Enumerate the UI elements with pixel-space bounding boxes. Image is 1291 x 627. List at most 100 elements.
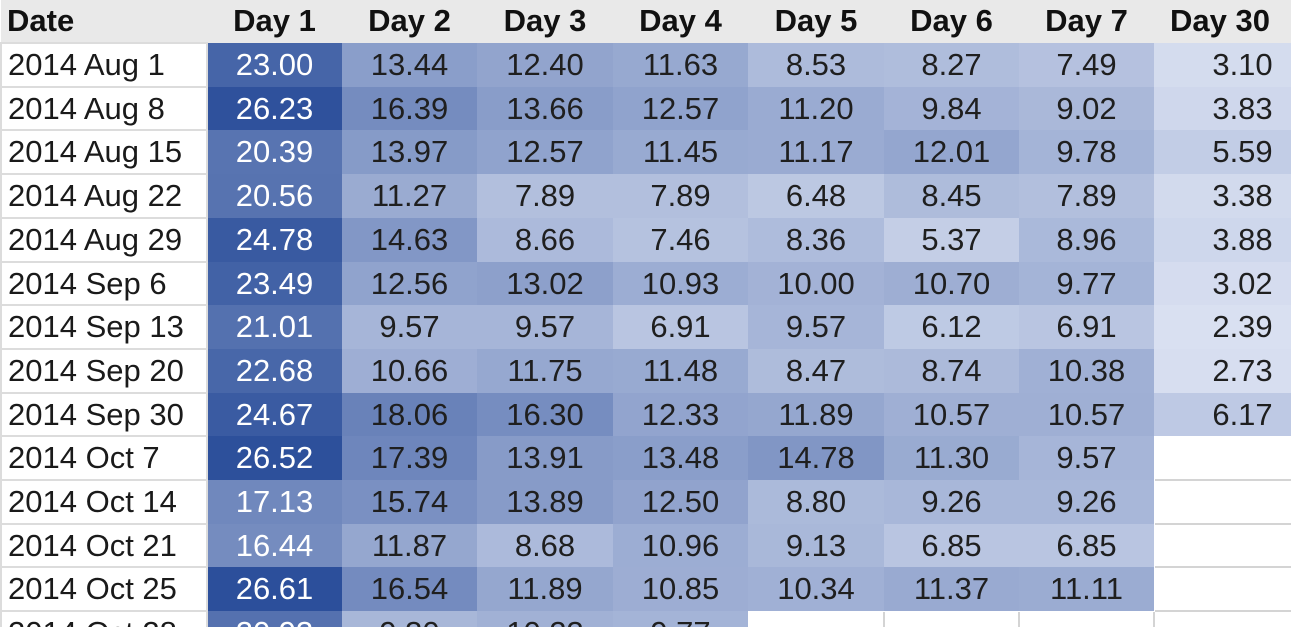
heatmap-empty-cell <box>1153 435 1291 482</box>
heatmap-cell: 8.36 <box>748 217 884 262</box>
table-row: 2014 Aug 8 26.23 16.39 13.66 12.57 11.20 9.84 9… <box>0 85 1291 132</box>
heatmap-cell: 11.48 <box>613 348 748 393</box>
table-row: 2014 Aug 1 23.00 13.44 12.40 11.63 8.53 8.27 7.… <box>0 42 1291 88</box>
heatmap-cell: 6.12 <box>884 305 1019 349</box>
column-header-day-2: Day 2 <box>342 0 477 43</box>
heatmap-cell: 7.89 <box>613 174 748 218</box>
table-row: 2014 Aug 15 20.39 13.97 12.57 11.45 11.17 12.0… <box>0 129 1291 176</box>
heatmap-empty-cell <box>1153 479 1291 525</box>
heatmap-cell: 11.45 <box>613 130 748 175</box>
heatmap-cell: 11.63 <box>613 43 748 87</box>
row-date-label: 2014 Oct 21 <box>0 522 208 569</box>
column-header-day-30: Day 30 <box>1154 0 1291 43</box>
heatmap-cell: 26.23 <box>207 86 342 131</box>
heatmap-cell: 11.17 <box>748 130 884 175</box>
heatmap-cell: 3.88 <box>1154 217 1291 262</box>
heatmap-cell: 8.80 <box>748 480 884 524</box>
heatmap-cell: 10.93 <box>613 261 748 306</box>
heatmap-cell: 12.50 <box>613 480 748 524</box>
heatmap-empty-cell <box>1153 610 1291 627</box>
heatmap-cell: 6.85 <box>1019 523 1154 568</box>
heatmap-cell: 7.46 <box>613 217 748 262</box>
heatmap-cell: 6.91 <box>1019 305 1154 349</box>
heatmap-cell: 16.30 <box>477 392 613 437</box>
heatmap-cell: 10.00 <box>748 261 884 306</box>
heatmap-cell: 13.48 <box>613 436 748 481</box>
table-row: 2014 Oct 14 17.13 15.74 13.89 12.50 8.80 9.26 9… <box>0 479 1291 525</box>
row-date-label: 2014 Sep 20 <box>0 347 208 394</box>
column-header-day-6: Day 6 <box>884 0 1019 43</box>
heatmap-cell: 12.40 <box>477 43 613 87</box>
heatmap-cell: 10.38 <box>1019 348 1154 393</box>
heatmap-cell: 8.66 <box>477 217 613 262</box>
row-date-label: 2014 Aug 22 <box>0 173 208 219</box>
heatmap-cell: 16.39 <box>342 86 477 131</box>
heatmap-cell: 10.96 <box>613 523 748 568</box>
heatmap-cell: 8.96 <box>1019 217 1154 262</box>
heatmap-cell: 13.89 <box>477 480 613 524</box>
row-date-label: 2014 Oct 28 <box>0 610 208 627</box>
column-header-day-4: Day 4 <box>613 0 748 43</box>
heatmap-cell: 20.56 <box>207 174 342 218</box>
heatmap-cell: 9.78 <box>1019 130 1154 175</box>
heatmap-cell: 12.57 <box>613 86 748 131</box>
heatmap-empty-cell <box>1018 610 1155 627</box>
heatmap-cell: 13.02 <box>477 261 613 306</box>
heatmap-cell: 12.33 <box>613 392 748 437</box>
heatmap-cell: 3.38 <box>1154 174 1291 218</box>
heatmap-cell: 20.93 <box>207 611 342 627</box>
heatmap-cell: 9.57 <box>748 305 884 349</box>
heatmap-cell: 20.39 <box>207 130 342 175</box>
heatmap-cell: 22.68 <box>207 348 342 393</box>
heatmap-cell: 10.23 <box>477 611 613 627</box>
heatmap-cell: 13.44 <box>342 43 477 87</box>
heatmap-cell: 6.17 <box>1154 392 1291 437</box>
column-header-day-7: Day 7 <box>1019 0 1154 43</box>
heatmap-cell: 16.54 <box>342 567 477 612</box>
heatmap-cell: 3.02 <box>1154 261 1291 306</box>
heatmap-body: 2014 Aug 1 23.00 13.44 12.40 11.63 8.53 8.27 7.… <box>0 42 1291 627</box>
heatmap-cell: 5.37 <box>884 217 1019 262</box>
heatmap-cell: 11.75 <box>477 348 613 393</box>
table-row: 2014 Sep 30 24.67 18.06 16.30 12.33 11.89 10.5… <box>0 391 1291 438</box>
heatmap-cell: 15.74 <box>342 480 477 524</box>
row-date-label: 2014 Aug 8 <box>0 85 208 132</box>
heatmap-empty-cell <box>883 610 1020 627</box>
heatmap-cell: 11.89 <box>477 567 613 612</box>
heatmap-cell: 3.83 <box>1154 86 1291 131</box>
heatmap-cell: 10.57 <box>884 392 1019 437</box>
heatmap-cell: 10.66 <box>342 348 477 393</box>
heatmap-cell: 24.78 <box>207 217 342 262</box>
heatmap-cell: 8.45 <box>884 174 1019 218</box>
table-row: 2014 Aug 29 24.78 14.63 8.66 7.46 8.36 5.37 8.9… <box>0 216 1291 263</box>
heatmap-cell: 23.00 <box>207 43 342 87</box>
heatmap-cell: 17.13 <box>207 480 342 524</box>
heatmap-cell: 11.20 <box>748 86 884 131</box>
heatmap-cell: 11.27 <box>342 174 477 218</box>
heatmap-cell: 8.68 <box>477 523 613 568</box>
heatmap-cell: 9.26 <box>1019 480 1154 524</box>
heatmap-cell: 9.30 <box>342 611 477 627</box>
heatmap-cell: 26.61 <box>207 567 342 612</box>
column-header-day-3: Day 3 <box>477 0 613 43</box>
heatmap-empty-cell <box>1153 522 1291 569</box>
heatmap-cell: 11.37 <box>884 567 1019 612</box>
heatmap-cell: 13.91 <box>477 436 613 481</box>
heatmap-cell: 14.63 <box>342 217 477 262</box>
heatmap-cell: 9.84 <box>884 86 1019 131</box>
heatmap-cell: 9.26 <box>884 480 1019 524</box>
table-row: 2014 Sep 20 22.68 10.66 11.75 11.48 8.47 8.74 1… <box>0 347 1291 394</box>
heatmap-cell: 23.49 <box>207 261 342 306</box>
heatmap-cell: 8.74 <box>884 348 1019 393</box>
heatmap-cell: 2.73 <box>1154 348 1291 393</box>
heatmap-cell: 12.01 <box>884 130 1019 175</box>
heatmap-cell: 9.13 <box>748 523 884 568</box>
heatmap-cell: 11.87 <box>342 523 477 568</box>
heatmap-empty-cell <box>1153 566 1291 613</box>
row-date-label: 2014 Sep 13 <box>0 304 208 350</box>
row-date-label: 2014 Oct 14 <box>0 479 208 525</box>
heatmap-cell: 7.89 <box>1019 174 1154 218</box>
row-date-label: 2014 Oct 7 <box>0 435 208 482</box>
